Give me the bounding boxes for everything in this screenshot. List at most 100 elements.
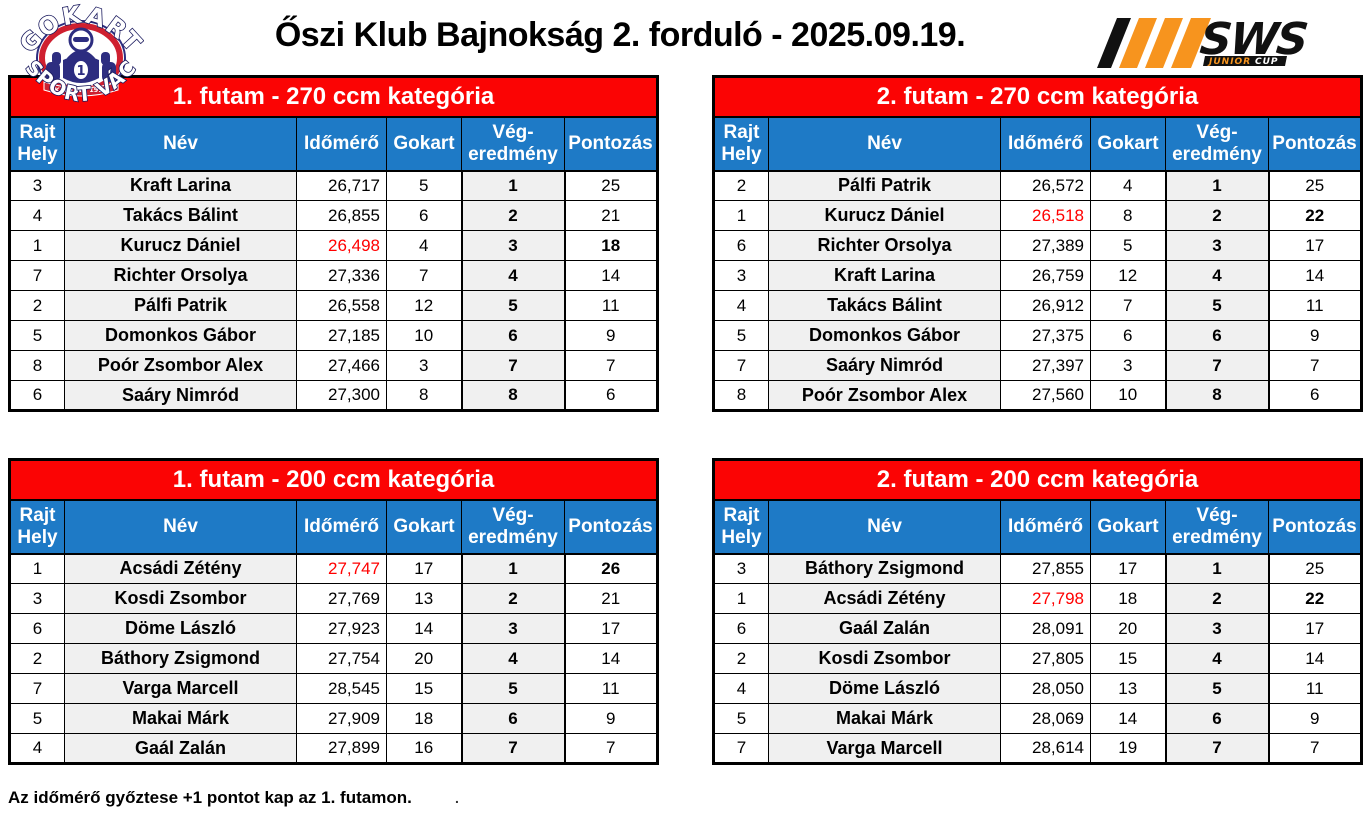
column-header-kart: Gokart [1090,116,1166,172]
footnote-stray-dot: . [455,790,459,806]
cell-time: 26,498 [296,230,387,261]
cell-start: 6 [9,380,65,411]
column-header-finish: Vég-eredmény [1165,499,1269,555]
cell-name: Acsádi Zétény [64,553,297,584]
cell-time: 28,545 [296,673,387,704]
cell-start: 5 [713,703,769,734]
cell-kart: 3 [386,350,462,381]
cell-start: 2 [9,290,65,321]
cell-finish: 1 [460,170,566,201]
cell-finish: 4 [460,643,566,674]
cell-points: 6 [564,380,658,411]
cell-kart: 4 [1090,170,1166,201]
table-row: 4 Takács Bálint 26,855 6 2 21 [9,200,658,231]
cell-name: Takács Bálint [64,200,297,231]
table-row: 5 Makai Márk 27,909 18 6 9 [9,703,658,734]
cell-kart: 18 [1090,583,1166,614]
cell-finish: 3 [1164,613,1270,644]
cell-points: 22 [1268,583,1362,614]
cell-start: 2 [713,170,769,201]
cell-start: 6 [713,230,769,261]
cell-points: 14 [1268,643,1362,674]
table-row: 6 Richter Orsolya 27,389 5 3 17 [713,230,1362,261]
column-header-start: Rajt Hely [9,116,65,172]
cell-finish: 5 [1164,673,1270,704]
cell-time: 27,899 [296,733,387,764]
cell-finish: 1 [1164,170,1270,201]
race-table-1-200ccm: 1. futam - 200 ccm kategória Rajt Hely Név… [8,458,659,765]
cell-start: 4 [713,673,769,704]
table-row: 8 Poór Zsombor Alex 27,560 10 8 6 [713,380,1362,411]
cell-kart: 12 [386,290,462,321]
column-header-points: Pontozás [564,499,658,555]
cell-start: 8 [713,380,769,411]
cell-name: Pálfi Patrik [768,170,1001,201]
table-row: 2 Pálfi Patrik 26,558 12 5 11 [9,290,658,321]
column-header-row: Rajt Hely Név Időmérő Gokart Vég-eredmény Pont… [713,499,1362,555]
cell-kart: 14 [386,613,462,644]
cell-name: Makai Márk [768,703,1001,734]
cell-finish: 2 [460,583,566,614]
page-title: Őszi Klub Bajnokság 2. forduló - 2025.09… [274,16,966,54]
cell-kart: 17 [386,553,462,584]
cell-finish: 7 [1164,350,1270,381]
cell-time: 26,558 [296,290,387,321]
cell-start: 1 [9,553,65,584]
cell-name: Gaál Zalán [768,613,1001,644]
cell-points: 17 [564,613,658,644]
cell-finish: 5 [460,673,566,704]
cell-finish: 6 [1164,703,1270,734]
cell-points: 9 [564,703,658,734]
cell-finish: 7 [460,733,566,764]
cell-time: 27,769 [296,583,387,614]
cell-kart: 6 [1090,320,1166,351]
footnote: Az időmérő győztese +1 pontot kap az 1. … [8,788,412,807]
cell-finish: 7 [460,350,566,381]
cell-finish: 4 [1164,643,1270,674]
cell-kart: 6 [386,200,462,231]
cell-kart: 20 [386,643,462,674]
column-header-name: Név [64,499,297,555]
cell-start: 7 [713,733,769,764]
column-header-points: Pontozás [1268,499,1362,555]
column-header-row: Rajt Hely Név Időmérő Gokart Vég-eredmény Pont… [9,116,658,172]
table-row: 1 Kurucz Dániel 26,498 4 3 18 [9,230,658,261]
cell-start: 3 [713,260,769,291]
cell-kart: 17 [1090,553,1166,584]
cell-name: Saáry Nimród [64,380,297,411]
column-header-row: Rajt Hely Név Időmérő Gokart Vég-eredmény Pont… [9,499,658,555]
column-header-kart: Gokart [1090,499,1166,555]
cell-start: 7 [713,350,769,381]
cell-points: 22 [1268,200,1362,231]
column-header-finish: Vég-eredmény [461,116,565,172]
cell-points: 11 [564,290,658,321]
badge-ribbon: KARTING 1992 [43,81,119,97]
cell-name: Saáry Nimród [768,350,1001,381]
cell-points: 25 [564,170,658,201]
cell-time: 27,336 [296,260,387,291]
cell-name: Makai Márk [64,703,297,734]
sws-logo: SWS JUNIOR CUP [1097,14,1309,68]
cell-name: Takács Bálint [768,290,1001,321]
cell-start: 5 [9,703,65,734]
table-row: 4 Takács Bálint 26,912 7 5 11 [713,290,1362,321]
cell-kart: 8 [386,380,462,411]
cell-time: 27,855 [1000,553,1091,584]
cell-kart: 13 [386,583,462,614]
cell-name: Kurucz Dániel [768,200,1001,231]
cell-finish: 2 [1164,200,1270,231]
column-header-time: Időmérő [296,499,387,555]
cell-points: 26 [564,553,658,584]
cell-kart: 20 [1090,613,1166,644]
cell-points: 17 [1268,230,1362,261]
table-row: 8 Poór Zsombor Alex 27,466 3 7 7 [9,350,658,381]
table-row: 1 Acsádi Zétény 27,798 18 2 22 [713,583,1362,614]
cell-points: 17 [1268,613,1362,644]
cell-start: 6 [9,613,65,644]
cell-time: 26,759 [1000,260,1091,291]
cell-kart: 19 [1090,733,1166,764]
cell-kart: 10 [386,320,462,351]
cell-start: 3 [9,583,65,614]
cell-points: 9 [1268,320,1362,351]
